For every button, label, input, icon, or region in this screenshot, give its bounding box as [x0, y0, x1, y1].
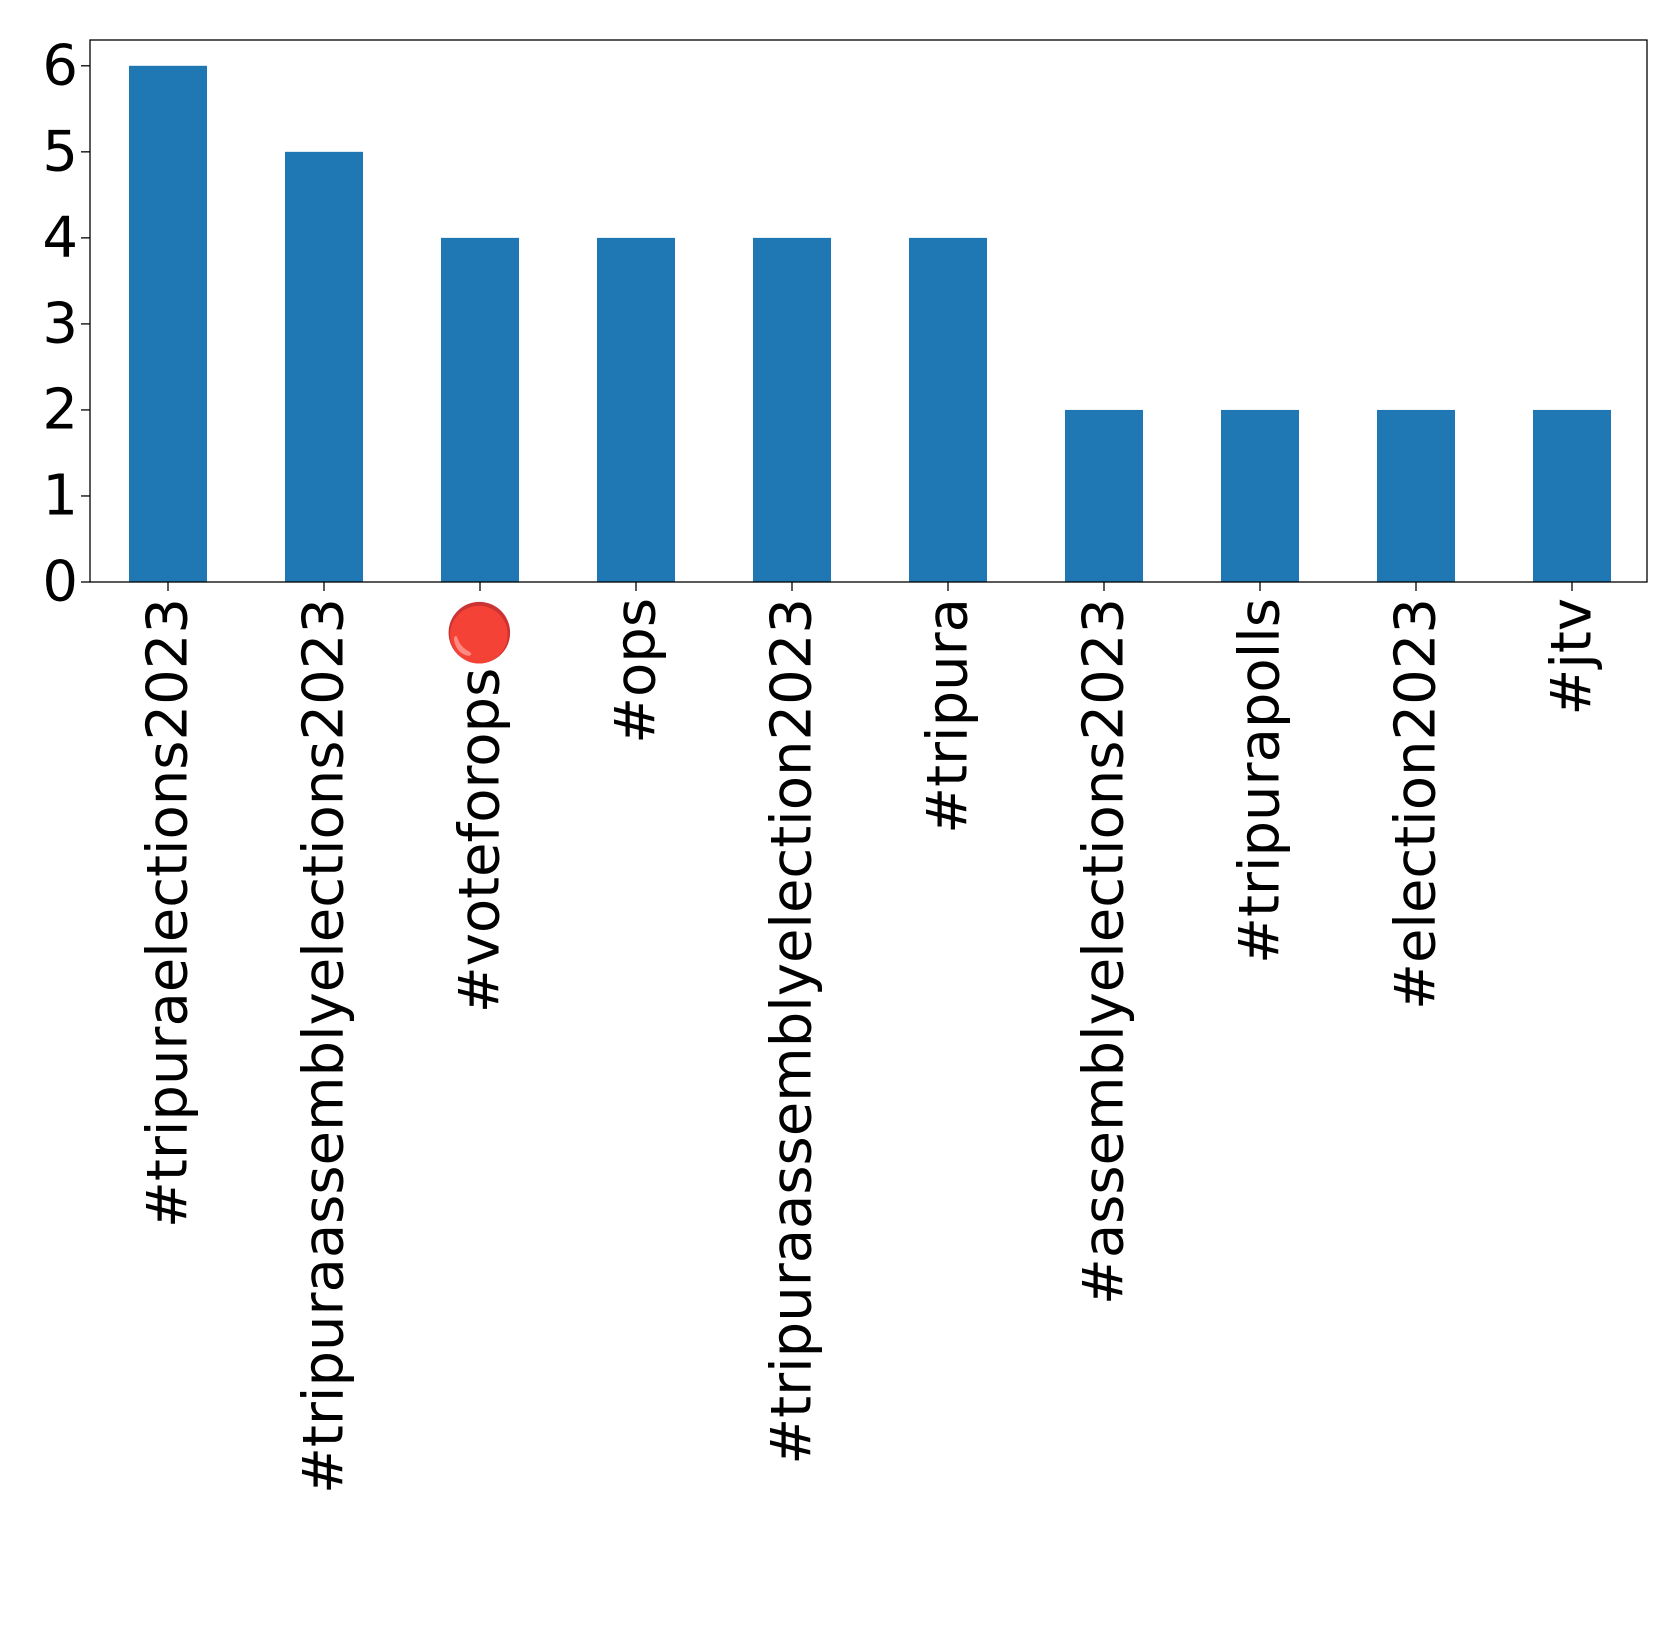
x-tick-label: #tripura	[916, 598, 981, 834]
y-tick-label: 0	[42, 550, 78, 615]
bar-9	[1533, 409, 1611, 582]
x-tick-label: #tripuraassemblyelection2023	[760, 598, 825, 1465]
x-tick-label: #election2023	[1384, 598, 1449, 1010]
y-tick-label: 6	[42, 33, 78, 98]
plot-frame	[89, 39, 1648, 583]
x-tick-label: #tripuraassemblyelections2023	[292, 598, 357, 1494]
bar-5	[909, 237, 987, 582]
x-tick-label: #tripurapolls	[1228, 598, 1293, 964]
x-axis: #tripuraelections2023 #tripuraassemblyele…	[136, 582, 1605, 1494]
x-tick-label: #tripuraelections2023	[136, 598, 201, 1228]
x-tick-label: #voteforops🔴	[448, 598, 513, 1013]
y-axis: 0 1 2 3 4 5 6	[42, 33, 90, 615]
x-tick-label: #jtv	[1540, 598, 1605, 716]
bar-2	[441, 237, 519, 582]
bar-7	[1221, 409, 1299, 582]
bar-0	[129, 65, 207, 583]
bars-group	[129, 65, 1611, 583]
bar-6	[1065, 409, 1143, 582]
x-tick-label: #ops	[604, 598, 669, 744]
y-tick-label: 4	[42, 205, 78, 270]
bar-1	[285, 151, 363, 583]
y-tick-label: 1	[42, 463, 78, 528]
bar-3	[597, 237, 675, 582]
bar-4	[753, 237, 831, 582]
y-tick-label: 2	[42, 377, 78, 442]
bar-8	[1377, 409, 1455, 582]
x-tick-label: #assemblyelections2023	[1072, 598, 1137, 1305]
y-tick-label: 5	[42, 119, 78, 184]
y-tick-label: 3	[42, 291, 78, 356]
